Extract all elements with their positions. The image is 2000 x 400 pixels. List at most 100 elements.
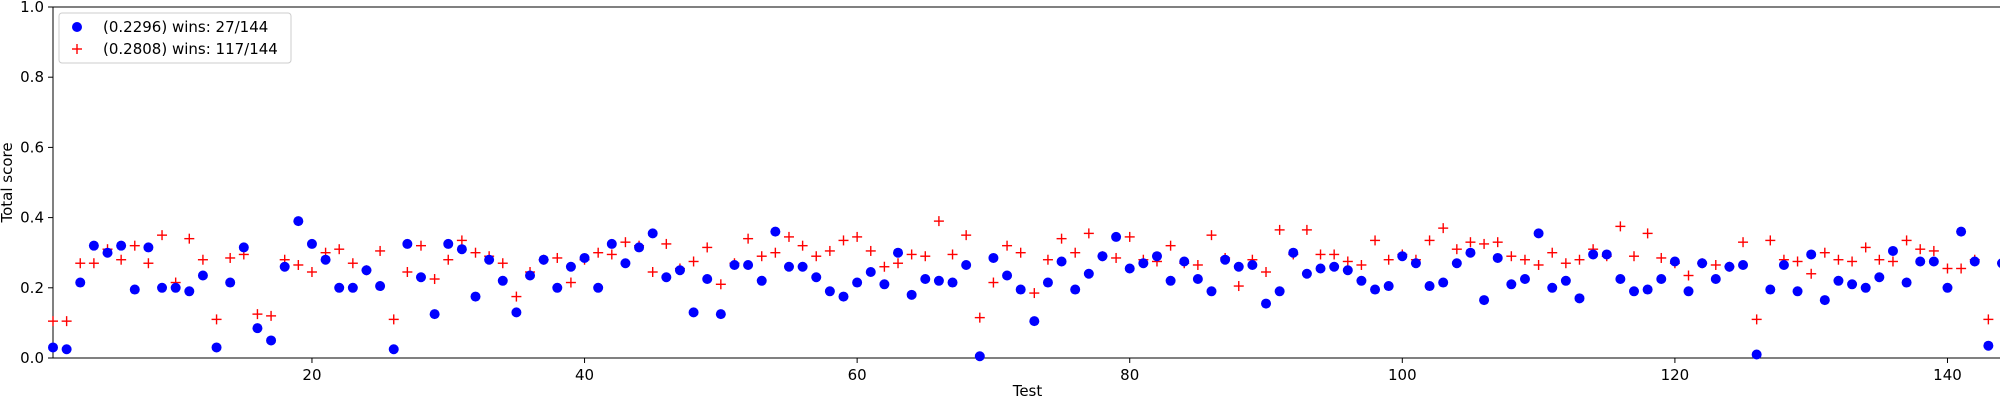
data-point <box>811 272 822 283</box>
x-axis-title: Test <box>1012 382 1043 400</box>
data-point <box>1560 258 1571 269</box>
x-tick-label: 40 <box>575 366 594 384</box>
data-point <box>375 281 386 292</box>
data-point <box>974 351 985 362</box>
data-point <box>1724 261 1735 272</box>
data-point <box>661 272 672 283</box>
data-point <box>1751 314 1762 325</box>
data-point <box>170 282 181 293</box>
data-point <box>1356 275 1367 286</box>
data-point <box>470 247 481 258</box>
data-point <box>1002 270 1013 281</box>
data-point <box>1070 247 1081 258</box>
data-point <box>906 289 917 300</box>
data-point <box>1710 259 1721 270</box>
data-point <box>1574 254 1585 265</box>
data-point <box>1683 270 1694 281</box>
y-tick-label: 0.4 <box>20 209 44 227</box>
data-point <box>1151 251 1162 262</box>
x-tick-label: 100 <box>1388 366 1417 384</box>
data-point <box>1083 268 1094 279</box>
data-point <box>1397 251 1408 262</box>
data-point <box>1915 256 1926 267</box>
data-point <box>961 259 972 270</box>
data-point <box>402 267 413 278</box>
data-point <box>1588 249 1599 260</box>
data-point <box>961 230 972 241</box>
data-point <box>334 282 345 293</box>
data-point <box>1574 293 1585 304</box>
data-point <box>1192 274 1203 285</box>
data-point <box>525 270 536 281</box>
data-point <box>1383 281 1394 292</box>
data-point <box>1288 247 1299 258</box>
data-point <box>1165 240 1176 251</box>
data-point <box>375 245 386 256</box>
data-point <box>1956 226 1967 237</box>
data-point <box>552 252 563 263</box>
data-point <box>1424 281 1435 292</box>
data-point <box>225 252 236 263</box>
data-point <box>606 238 617 249</box>
data-point <box>1874 254 1885 265</box>
data-point <box>1206 230 1217 241</box>
y-tick-label: 0.8 <box>20 68 44 86</box>
data-point <box>1656 252 1667 263</box>
data-point <box>1029 316 1040 327</box>
data-point <box>1697 258 1708 269</box>
data-point <box>1042 277 1053 288</box>
y-axis: 0.0 0.2 0.4 0.6 0.8 1.0 <box>20 0 53 367</box>
y-tick-label: 1.0 <box>20 0 44 16</box>
data-point <box>1642 228 1653 239</box>
data-point <box>1342 256 1353 267</box>
data-point <box>129 240 140 251</box>
data-point <box>1738 259 1749 270</box>
data-point <box>743 233 754 244</box>
data-point <box>1506 279 1517 290</box>
data-point <box>1942 263 1953 274</box>
data-point <box>88 258 99 269</box>
data-point <box>1860 242 1871 253</box>
data-point <box>702 242 713 253</box>
data-point <box>893 247 904 258</box>
data-point <box>1519 274 1530 285</box>
data-point <box>865 267 876 278</box>
plot-area <box>52 6 2000 359</box>
data-point <box>238 242 249 253</box>
data-point <box>1615 274 1626 285</box>
data-point <box>838 235 849 246</box>
data-point <box>1560 275 1571 286</box>
data-point <box>797 240 808 251</box>
data-point <box>1329 249 1340 260</box>
data-point <box>770 226 781 237</box>
data-point <box>1342 265 1353 276</box>
data-point <box>1860 282 1871 293</box>
data-point <box>783 231 794 242</box>
data-point <box>579 252 590 263</box>
data-point <box>593 247 604 258</box>
data-point <box>1370 284 1381 295</box>
data-point <box>1901 277 1912 288</box>
data-point <box>974 312 985 323</box>
data-point <box>211 342 222 353</box>
data-point <box>1506 251 1517 262</box>
data-point <box>756 275 767 286</box>
data-point <box>252 309 263 320</box>
data-point <box>824 286 835 297</box>
data-point <box>306 238 317 249</box>
data-point <box>470 291 481 302</box>
data-point <box>988 252 999 263</box>
data-point <box>1492 252 1503 263</box>
data-point <box>1451 244 1462 255</box>
data-point <box>1356 259 1367 270</box>
legend-box <box>58 12 292 64</box>
data-point <box>252 323 263 334</box>
x-tick-label: 20 <box>302 366 321 384</box>
data-point <box>1015 247 1026 258</box>
data-point <box>293 216 304 227</box>
data-point <box>184 233 195 244</box>
data-point <box>538 254 549 265</box>
data-point <box>1315 249 1326 260</box>
data-point <box>797 261 808 272</box>
data-point <box>511 307 522 318</box>
